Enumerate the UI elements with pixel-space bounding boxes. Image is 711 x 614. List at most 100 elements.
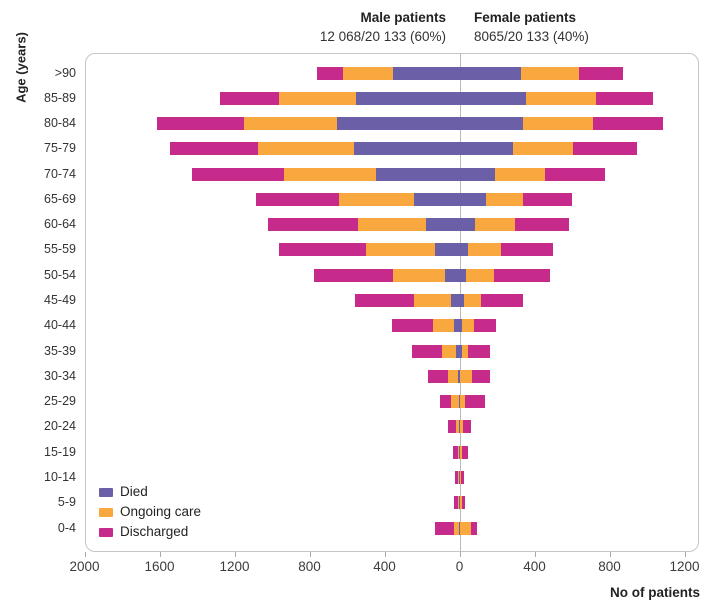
bar-segment-female-discharged	[465, 395, 486, 409]
bar-segment-male-discharged	[412, 344, 442, 358]
bar-segment-female-discharged	[578, 66, 623, 80]
bar-segment-male-ongoing	[257, 142, 354, 156]
bar-segment-female-discharged	[522, 192, 572, 206]
age-label-65-69: 65-69	[44, 191, 76, 206]
bar-segment-male-discharged	[267, 218, 358, 232]
age-label-15-19: 15-19	[44, 444, 76, 459]
bar-segment-male-ongoing	[458, 496, 460, 510]
bar-segment-male-died	[392, 66, 460, 80]
bar-segment-female-ongoing	[467, 243, 502, 257]
bar-segment-female-discharged	[494, 268, 551, 282]
bar-segment-male-ongoing	[365, 243, 436, 257]
x-tick-mark	[684, 552, 686, 557]
bar-segment-female-discharged	[463, 420, 471, 434]
bar-segment-male-discharged	[428, 369, 448, 383]
bar-segment-female-ongoing	[459, 521, 471, 535]
bar-segment-male-died	[458, 395, 460, 409]
bar-segment-female-discharged	[467, 344, 490, 358]
age-label-85-89: 85-89	[44, 90, 76, 105]
bar-segment-female-ongoing	[521, 66, 579, 80]
bar-segment-female-discharged	[572, 142, 638, 156]
bar-segment-female-discharged	[471, 369, 491, 383]
bar-segment-male-discharged	[439, 395, 452, 409]
x-tick-mark	[159, 552, 161, 557]
age-label-45-49: 45-49	[44, 293, 76, 308]
bar-segment-female-discharged	[501, 243, 553, 257]
legend-label-discharged: Discharged	[120, 524, 189, 539]
age-label-10-14: 10-14	[44, 469, 76, 484]
bar-segment-female-died	[459, 142, 513, 156]
bar-segment-male-discharged	[454, 470, 459, 484]
bar-segment-female-ongoing	[485, 192, 523, 206]
x-tick-label: 0	[455, 559, 464, 574]
legend-item-died: Died	[99, 482, 201, 502]
bar-segment-female-ongoing	[475, 218, 515, 232]
x-tick-label: 1200	[219, 559, 250, 574]
age-label-25-29: 25-29	[44, 394, 76, 409]
bar-segment-male-ongoing	[342, 66, 393, 80]
bar-segment-male-discharged	[355, 294, 414, 308]
bar-segment-female-discharged	[461, 496, 465, 510]
bar-segment-male-ongoing	[441, 344, 456, 358]
bar-segment-male-died	[337, 117, 460, 131]
bar-segment-male-ongoing	[339, 192, 415, 206]
bar-segment-female-died	[459, 294, 464, 308]
bar-segment-female-died	[459, 268, 467, 282]
male-header: Male patients 12 068/20 133 (60%)	[320, 8, 446, 46]
age-label-55-59: 55-59	[44, 242, 76, 257]
bar-segment-male-died	[455, 344, 460, 358]
bar-segment-male-ongoing	[456, 420, 460, 434]
bar-segment-female-ongoing	[459, 445, 463, 459]
age-label-20-24: 20-24	[44, 419, 76, 434]
bar-segment-female-discharged	[462, 445, 469, 459]
bar-segment-female-discharged	[545, 167, 605, 181]
bar-segment-male-ongoing	[453, 521, 460, 535]
bar-segment-male-died	[445, 268, 460, 282]
x-tick-mark	[534, 552, 536, 557]
bar-segment-female-ongoing	[461, 344, 468, 358]
age-label-5-9: 5-9	[57, 495, 76, 510]
bar-segment-male-died	[425, 218, 460, 232]
age-label-30-34: 30-34	[44, 368, 76, 383]
x-tick-mark	[309, 552, 311, 557]
bar-segment-male-discharged	[314, 268, 393, 282]
legend-swatch-discharged	[99, 527, 113, 537]
bar-segment-male-died	[375, 167, 460, 181]
bar-segment-male-discharged	[392, 319, 434, 333]
x-tick-label: 2000	[69, 559, 100, 574]
legend-label-died: Died	[120, 484, 148, 499]
female-header-stat: 8065/20 133 (40%)	[474, 29, 589, 44]
bar-segment-female-discharged	[473, 319, 496, 333]
bar-segment-female-ongoing	[495, 167, 546, 181]
x-tick-mark	[234, 552, 236, 557]
age-label-70-74: 70-74	[44, 166, 76, 181]
male-header-title: Male patients	[360, 10, 446, 25]
x-tick-label: 400	[373, 559, 396, 574]
female-header-title: Female patients	[474, 10, 577, 25]
age-label-90: >90	[54, 65, 76, 80]
bar-segment-female-died	[459, 117, 524, 131]
bar-segment-female-discharged	[480, 294, 523, 308]
x-axis-title: No of patients	[610, 585, 700, 600]
x-tick-mark	[84, 552, 86, 557]
bar-segment-female-discharged	[460, 470, 465, 484]
bar-segment-female-ongoing	[463, 294, 481, 308]
bar-segment-female-discharged	[592, 117, 663, 131]
bar-segment-male-discharged	[170, 142, 258, 156]
legend-swatch-died	[99, 487, 113, 497]
x-tick-label: 800	[298, 559, 321, 574]
bar-segment-male-died	[414, 192, 460, 206]
bar-segment-male-discharged	[453, 496, 459, 510]
female-header: Female patients 8065/20 133 (40%)	[474, 8, 589, 46]
legend-swatch-ongoing	[99, 507, 113, 517]
bar-segment-male-died	[355, 91, 460, 105]
bar-segment-female-ongoing	[525, 91, 597, 105]
x-tick-mark	[609, 552, 611, 557]
bar-segment-male-discharged	[447, 420, 457, 434]
male-header-stat: 12 068/20 133 (60%)	[319, 29, 446, 44]
age-label-60-64: 60-64	[44, 217, 76, 232]
bar-segment-female-ongoing	[461, 319, 474, 333]
age-label-80-84: 80-84	[44, 116, 76, 131]
x-tick-mark	[459, 552, 461, 557]
